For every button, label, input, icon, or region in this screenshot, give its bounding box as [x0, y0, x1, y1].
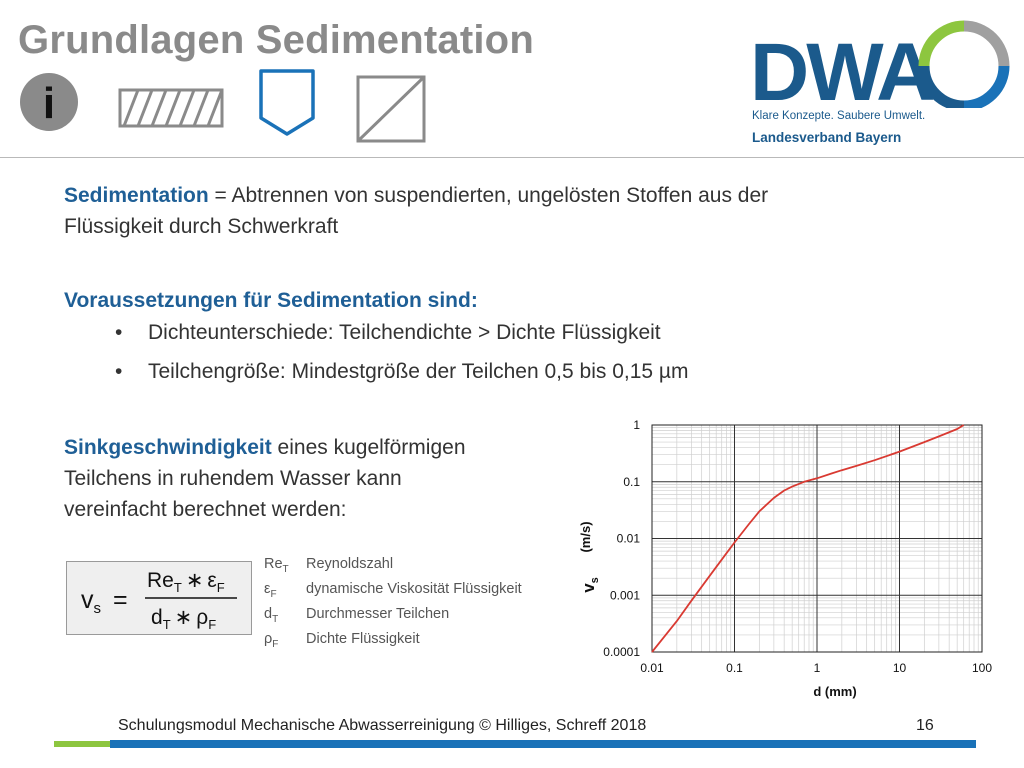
formula-den-a-sub: T — [163, 617, 171, 632]
symbol: d — [264, 606, 273, 622]
page-number: 16 — [916, 717, 934, 734]
formula-num-b: ε — [207, 569, 216, 592]
symbol-sub: F — [270, 588, 277, 600]
formula-op: ∗ — [186, 569, 204, 592]
dwa-wordmark: DWA — [750, 27, 934, 108]
chart-y-tick-label: 0.001 — [610, 588, 640, 602]
info-icon: i — [19, 72, 79, 132]
svg-text:vs: vs — [81, 586, 101, 617]
header-divider — [0, 157, 1024, 158]
hatched-rectangle-icon — [118, 88, 224, 128]
symbol-description: dynamische Viskosität Flüssigkeit — [306, 581, 522, 597]
definition-term: Sedimentation — [64, 184, 209, 207]
formula-equals: = — [113, 586, 128, 614]
chart-series-layer — [651, 424, 965, 653]
chart-y-tick-label: 0.01 — [617, 532, 641, 546]
chart-tick-labels: 0.01 0.1 1 10 100 1 0.1 0.01 0.001 0.0001 — [603, 418, 992, 675]
chart-series-line — [651, 424, 965, 653]
chart-x-tick-label: 0.1 — [726, 661, 743, 675]
settling-line-1: Sinkgeschwindigkeit eines kugelförmigen — [64, 432, 466, 463]
settling-line-3: vereinfacht berechnet werden: — [64, 498, 347, 521]
page-title: Grundlagen Sedimentation — [18, 18, 534, 62]
bullet-icon: • — [115, 360, 123, 383]
formula-lhs: v — [81, 586, 94, 614]
diagonal-square-icon — [356, 75, 426, 143]
definition-text: = Abtrennen von suspendierten, ungelöste… — [208, 184, 769, 207]
sedimentation-basin-icon — [257, 68, 317, 138]
symbol-sub: F — [272, 638, 279, 650]
footer-bar — [110, 740, 976, 748]
formula-num-a: Re — [147, 569, 174, 592]
formula-num-b-sub: F — [217, 580, 225, 595]
prerequisite-item: Dichteunterschiede: Teilchendichte > Dic… — [148, 321, 661, 344]
symbol: ρ — [264, 631, 273, 647]
footer-text: Schulungsmodul Mechanische Abwasserreini… — [118, 717, 647, 734]
symbol: ε — [264, 581, 271, 597]
chart-y-axis-label: (m/s) vs — [578, 521, 601, 592]
svg-text:ReT∗εF: ReT ∗ εF — [147, 569, 225, 595]
chart-y-tick-label: 0.1 — [623, 475, 640, 489]
dwa-logo: DWA — [750, 18, 1010, 118]
chart-x-tick-label: 10 — [893, 661, 907, 675]
symbol-sub: T — [282, 563, 289, 575]
chart-x-axis-label: d (mm) — [813, 684, 856, 699]
dwa-tagline: Klare Konzepte. Saubere Umwelt. — [752, 110, 926, 122]
symbol: Re — [264, 556, 283, 572]
chart-x-tick-label: 100 — [972, 661, 992, 675]
formula-den-a: d — [151, 606, 163, 629]
formula-den-b-sub: F — [208, 617, 216, 632]
prerequisites-heading: Voraussetzungen für Sedimentation sind: — [64, 289, 478, 312]
formula-num-a-sub: T — [174, 580, 182, 595]
chart-y-axis-unit: (m/s) — [578, 521, 593, 552]
settling-line-2: Teilchens in ruhendem Wasser kann — [64, 467, 402, 490]
formula-box: vs = ReT ∗ εF dT ∗ ρF — [66, 561, 252, 635]
formula-lhs-sub: s — [94, 600, 102, 617]
dwa-region: Landesverband Bayern — [752, 130, 902, 145]
footer-accent-bar — [54, 741, 110, 747]
chart-y-tick-label: 0.0001 — [603, 645, 640, 659]
symbol-description: Dichte Flüssigkeit — [306, 631, 420, 647]
chart-plot-frame — [651, 424, 983, 653]
prerequisite-item: Teilchengröße: Mindestgröße der Teilchen… — [148, 360, 689, 383]
bullet-icon: • — [115, 321, 123, 344]
symbol-description: Reynoldszahl — [306, 556, 394, 572]
chart-y-tick-label: 1 — [633, 418, 640, 432]
definition-line-1: Sedimentation = Abtrennen von suspendier… — [64, 180, 768, 211]
chart-x-tick-label: 0.01 — [640, 661, 664, 675]
symbol-sub: T — [272, 613, 279, 625]
chart-y-axis-symbol: vs — [579, 577, 601, 593]
formula-den-b: ρ — [196, 606, 208, 629]
chart-x-tick-label: 1 — [814, 661, 821, 675]
definition-line-2: Flüssigkeit durch Schwerkraft — [64, 215, 339, 238]
svg-text:dT∗ρF: dT ∗ ρF — [151, 606, 216, 632]
symbol-description: Durchmesser Teilchen — [306, 606, 450, 622]
settling-text: eines kugelförmigen — [271, 436, 466, 459]
info-icon-glyph: i — [43, 79, 55, 128]
formula-op: ∗ — [175, 606, 193, 629]
settling-term: Sinkgeschwindigkeit — [64, 436, 272, 459]
